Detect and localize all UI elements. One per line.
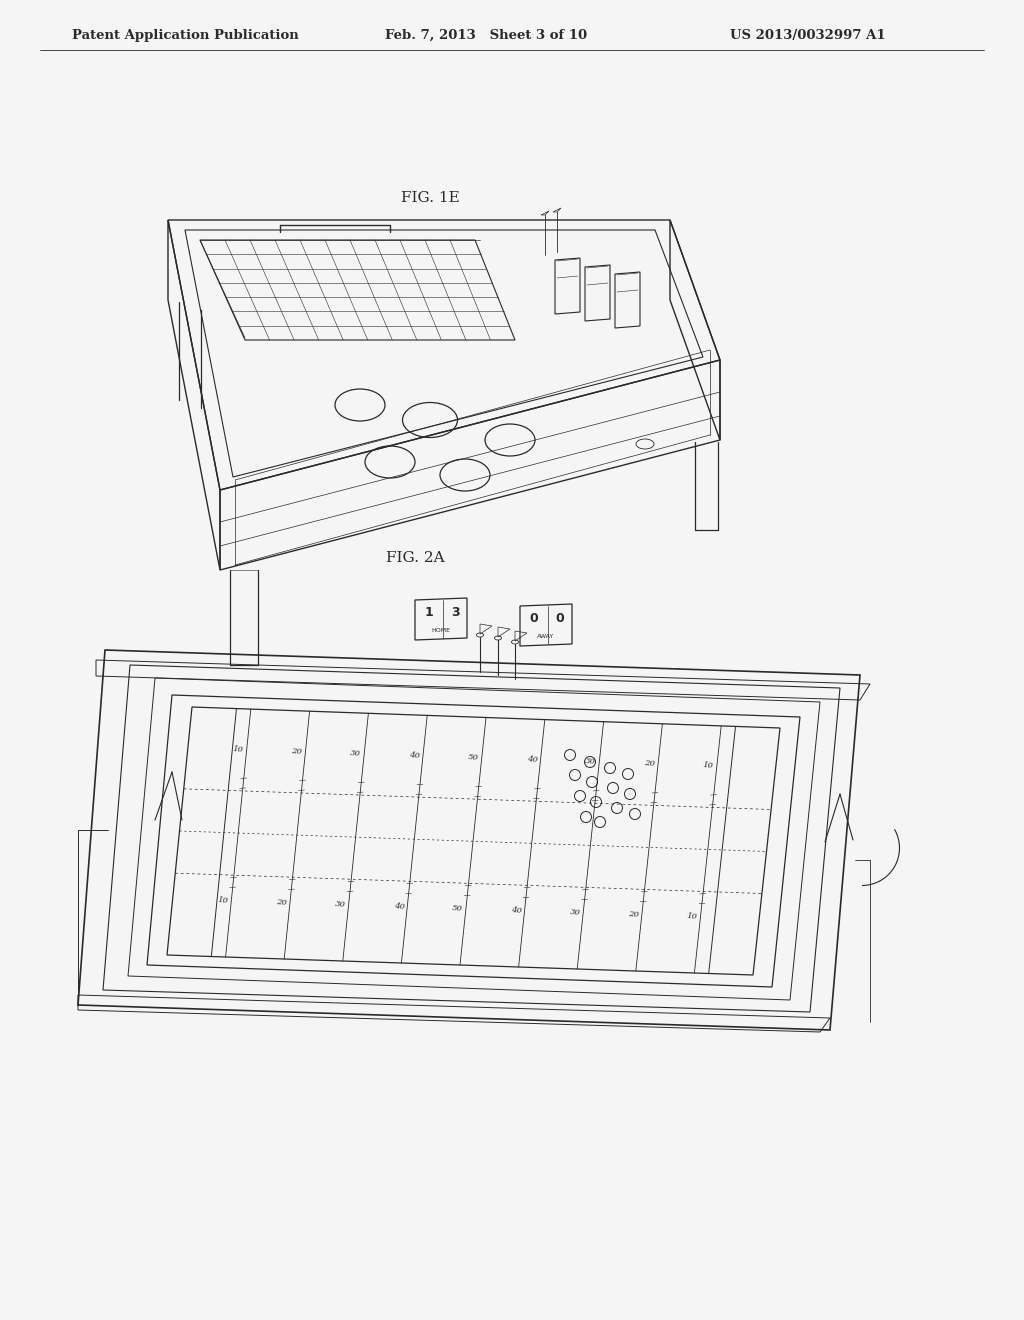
Text: 20: 20 xyxy=(276,898,288,907)
Text: 20: 20 xyxy=(291,747,303,756)
Text: 40: 40 xyxy=(526,755,538,764)
Text: 40: 40 xyxy=(393,902,404,911)
Text: 10: 10 xyxy=(217,895,228,904)
Text: US 2013/0032997 A1: US 2013/0032997 A1 xyxy=(730,29,886,41)
Text: 10: 10 xyxy=(702,762,714,771)
Text: 30: 30 xyxy=(569,908,581,916)
Text: Feb. 7, 2013   Sheet 3 of 10: Feb. 7, 2013 Sheet 3 of 10 xyxy=(385,29,587,41)
Text: 40: 40 xyxy=(511,906,522,915)
Text: Patent Application Publication: Patent Application Publication xyxy=(72,29,299,41)
Text: 0: 0 xyxy=(556,611,564,624)
Text: 20: 20 xyxy=(628,909,639,919)
Text: AWAY: AWAY xyxy=(538,634,555,639)
Text: 20: 20 xyxy=(644,759,655,768)
Text: 40: 40 xyxy=(409,751,420,760)
Text: 0: 0 xyxy=(529,611,539,624)
Text: 10: 10 xyxy=(232,744,244,754)
Text: 3: 3 xyxy=(451,606,460,619)
Text: 50: 50 xyxy=(468,754,479,762)
Text: 30: 30 xyxy=(585,758,597,766)
Text: FIG. 1E: FIG. 1E xyxy=(400,191,460,205)
Text: 30: 30 xyxy=(335,900,346,908)
Text: HOME: HOME xyxy=(431,627,451,632)
Text: 1: 1 xyxy=(425,606,433,619)
Text: 10: 10 xyxy=(687,912,698,920)
Text: FIG. 2A: FIG. 2A xyxy=(386,550,444,565)
Text: 30: 30 xyxy=(350,748,361,758)
Text: 50: 50 xyxy=(452,904,464,912)
